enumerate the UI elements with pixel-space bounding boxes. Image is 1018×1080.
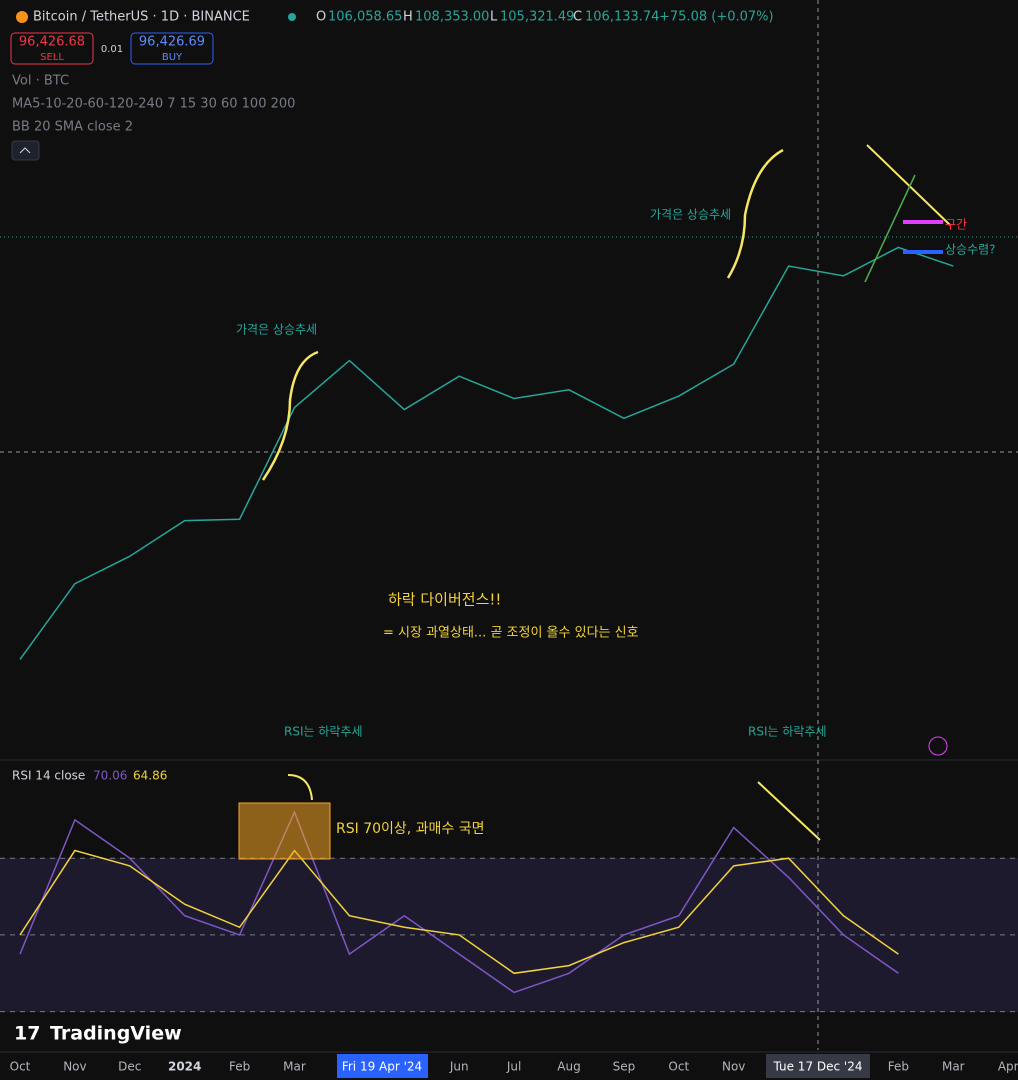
x-tick-label: Feb [888,1060,909,1074]
x-tick-label: Oct [10,1060,31,1074]
ohlc-label: O [316,10,326,25]
crosshair-date: Tue 17 Dec '24 [773,1060,863,1074]
zone [903,250,943,254]
x-tick-label: Dec [118,1060,141,1074]
indicator[interactable]: BB 20 SMA close 2 [12,120,133,135]
x-tick-label: Nov [722,1060,745,1074]
rsi-band [0,858,1018,1012]
annotation: RSI는 하락추세 [748,725,827,739]
x-tick-label: Aug [557,1060,580,1074]
spread: 0.01 [101,44,123,55]
annotation: RSI는 하락추세 [284,725,363,739]
ohlc-label: L [490,10,498,25]
sell-box[interactable] [10,32,94,65]
rsi-name: RSI 14 close [12,769,85,783]
x-tick-label: 2024 [168,1060,201,1074]
sell-price[interactable]: 96,426.68 [19,35,85,50]
series-line [19,246,954,660]
annotation: 가격은 상승추세 [650,208,731,222]
trendline [866,144,951,226]
annotation: 상승수렴? [945,243,996,257]
arrow [287,774,313,801]
ohlc-value: 106,133.74 [585,10,659,25]
ohlc-label: H [403,10,413,25]
ohlc-value: 106,058.65 [328,10,402,25]
x-tick-label: Sep [613,1060,636,1074]
arrow [726,148,784,279]
series-line [19,849,899,975]
buy-box[interactable] [130,32,214,65]
x-tick-label: Apr [998,1060,1018,1074]
series-line [19,810,899,994]
trendline [757,781,821,841]
brand-logo: 17 [14,1023,40,1045]
collapse-icon [19,147,31,154]
plots [0,246,1018,1013]
ohlc-change: +75.08 (+0.07%) [659,10,774,25]
x-tick-label: Mar [942,1060,965,1074]
annotation: 하락 다이버전스!! [388,591,501,609]
rsi-ma-value: 64.86 [133,769,167,783]
indicator[interactable]: Vol · BTC [12,74,69,89]
x-tick-label: Mar [283,1060,306,1074]
arrow [261,350,319,481]
annotation: RSI 70이상, 과매수 국면 [336,821,485,837]
buy-button[interactable]: 96,426.69 BUY [130,32,214,65]
symbol: Bitcoin / TetherUS · 1D · BINANCE [33,10,250,25]
alert-icon[interactable] [928,736,948,756]
ohlc-value: 108,353.00 [415,10,489,25]
x-tick-label: Jul [506,1060,521,1074]
indicator[interactable]: MA5-10-20-60-120-240 7 15 30 60 100 200 [12,97,295,112]
sell-button[interactable]: 96,426.68 SELL [10,32,94,65]
x-tick-label: Jun [449,1060,469,1074]
trendline [864,174,916,283]
annotation: 구간 [945,218,967,232]
crosshair-date-box [766,1054,870,1078]
sell-label[interactable]: SELL [40,52,64,63]
x-tick-label: Nov [63,1060,86,1074]
brand: TradingView [50,1023,182,1045]
crosshair-date-box [337,1054,428,1078]
collapse-button[interactable] [11,140,40,161]
crosshair-date: Fri 19 Apr '24 [342,1060,422,1074]
x-tick-label: Feb [229,1060,250,1074]
coin-icon [16,11,28,23]
ohlc-value: 105,321.49 [500,10,574,25]
status-dot [288,13,296,21]
zone [903,220,943,224]
buy-price[interactable]: 96,426.69 [139,35,205,50]
ohlc-label: C [573,10,582,25]
rsi-value: 70.06 [93,769,127,783]
x-tick-label: Oct [668,1060,689,1074]
overbought-box [238,802,331,860]
annotation: 가격은 상승추세 [236,323,317,337]
buy-label[interactable]: BUY [162,52,183,63]
annotation: = 시장 과열상태... 곧 조정이 올수 있다는 신호 [383,626,639,641]
